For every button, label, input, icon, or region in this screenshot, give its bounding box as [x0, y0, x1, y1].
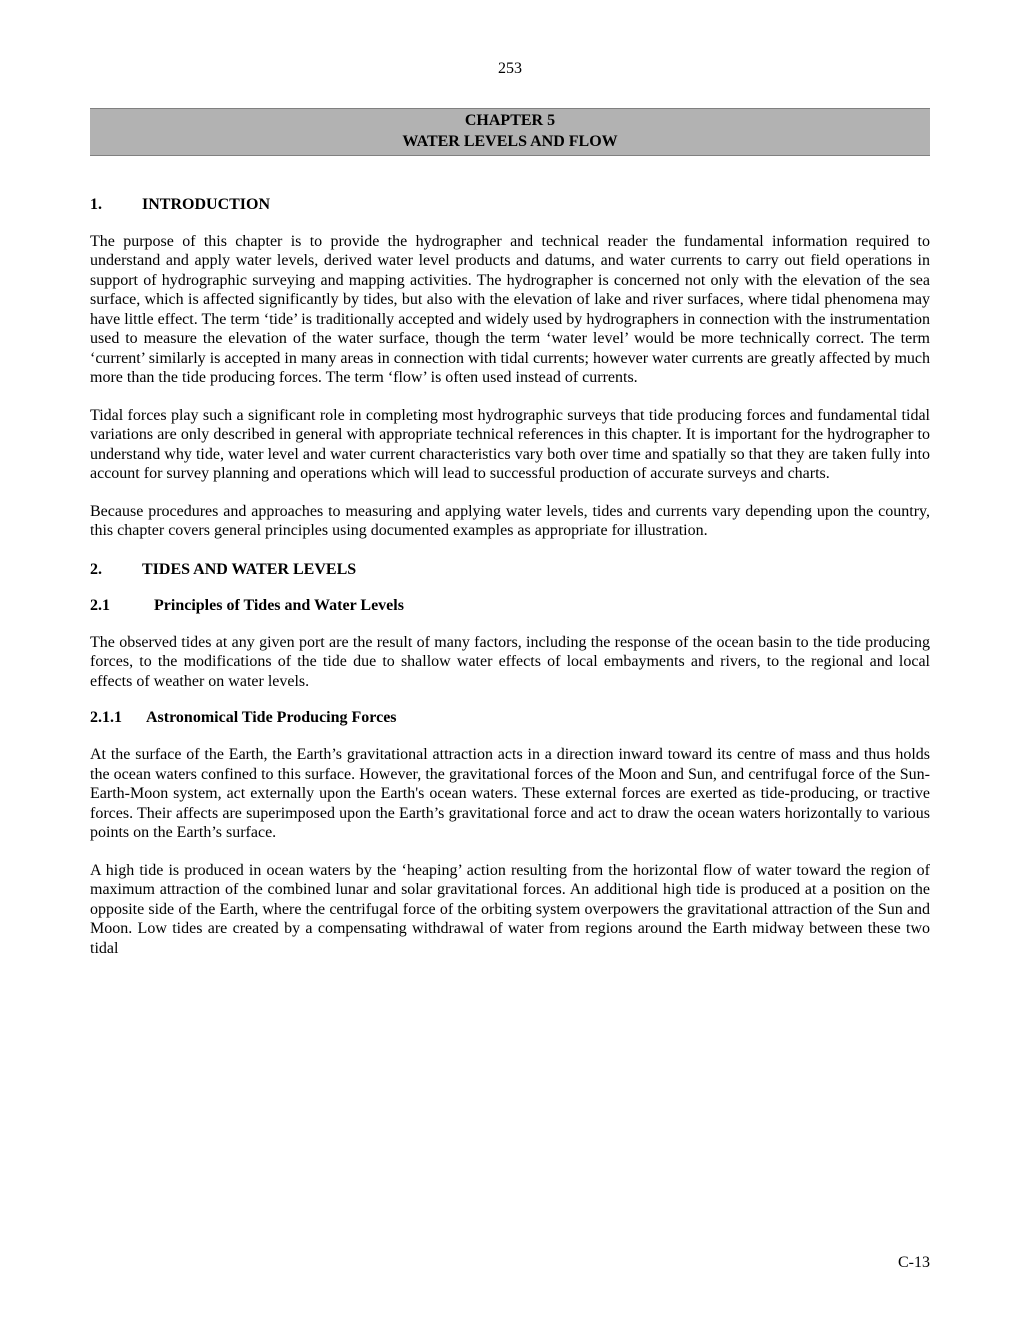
subsection-num: 2.1: [90, 597, 154, 615]
subsection-title: Principles of Tides and Water Levels: [154, 597, 404, 614]
chapter-number: CHAPTER 5: [90, 111, 930, 132]
subsubsection-num: 2.1.1: [90, 709, 146, 727]
subsubsection-title: Astronomical Tide Producing Forces: [146, 709, 397, 726]
paragraph: Because procedures and approaches to mea…: [90, 502, 930, 541]
section-num: 2.: [90, 561, 142, 579]
paragraph: At the surface of the Earth, the Earth’s…: [90, 745, 930, 843]
paragraph: The observed tides at any given port are…: [90, 633, 930, 692]
section-heading-2: 2.TIDES AND WATER LEVELS: [90, 561, 930, 579]
paragraph: A high tide is produced in ocean waters …: [90, 861, 930, 959]
chapter-header: CHAPTER 5 WATER LEVELS AND FLOW: [90, 108, 930, 156]
subsubsection-heading-2-1-1: 2.1.1Astronomical Tide Producing Forces: [90, 709, 930, 727]
section-heading-1: 1.INTRODUCTION: [90, 196, 930, 214]
page-number-bottom: C-13: [898, 1254, 930, 1272]
chapter-title: WATER LEVELS AND FLOW: [90, 132, 930, 153]
paragraph: Tidal forces play such a significant rol…: [90, 406, 930, 484]
section-num: 1.: [90, 196, 142, 214]
page-number-top: 253: [90, 60, 930, 78]
section-title: TIDES AND WATER LEVELS: [142, 561, 356, 578]
subsection-heading-2-1: 2.1Principles of Tides and Water Levels: [90, 597, 930, 615]
paragraph: The purpose of this chapter is to provid…: [90, 232, 930, 388]
document-page: 253 CHAPTER 5 WATER LEVELS AND FLOW 1.IN…: [0, 0, 1020, 1037]
section-title: INTRODUCTION: [142, 196, 270, 213]
